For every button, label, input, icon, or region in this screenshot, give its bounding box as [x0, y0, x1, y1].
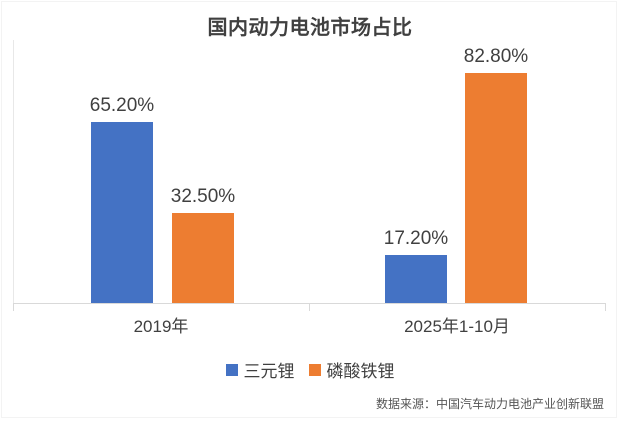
value-axis-line: [13, 40, 14, 304]
category-axis-line: [13, 303, 606, 304]
chart-title: 国内动力电池市场占比: [207, 17, 413, 39]
axis-tick-end: [605, 304, 606, 311]
legend-label-sanyuanli: 三元锂: [243, 362, 295, 381]
chart-legend: 三元锂 磷酸铁锂: [0, 357, 620, 382]
category-label-2019: 2019年: [133, 317, 189, 336]
axis-tick-middle: [309, 304, 310, 311]
bar-2019-sanyuanli[interactable]: [91, 121, 153, 303]
bar-2019-linsuantieli[interactable]: [172, 212, 234, 303]
legend-label-linsuantieli: 磷酸铁锂: [326, 362, 395, 381]
source-note: 数据来源：中国汽车动力电池产业创新联盟: [375, 397, 604, 411]
data-label-2019-sanyuanli: 65.20%: [89, 94, 155, 116]
axis-tick-start: [13, 304, 14, 311]
data-label-2025-linsuantieli: 82.80%: [463, 45, 529, 67]
legend-swatch-icon-blue: [225, 363, 238, 376]
legend-swatch-icon-orange: [308, 363, 321, 376]
bar-2025-sanyuanli[interactable]: [385, 255, 447, 303]
legend-item-sanyuanli[interactable]: 三元锂: [225, 357, 295, 382]
data-label-2025-sanyuanli: 17.20%: [383, 228, 449, 250]
legend-item-linsuantieli[interactable]: 磷酸铁锂: [308, 357, 395, 382]
data-label-2019-linsuantieli: 32.50%: [170, 185, 236, 207]
category-label-2025: 2025年1-10月: [404, 317, 510, 336]
bar-2025-linsuantieli[interactable]: [465, 72, 527, 303]
